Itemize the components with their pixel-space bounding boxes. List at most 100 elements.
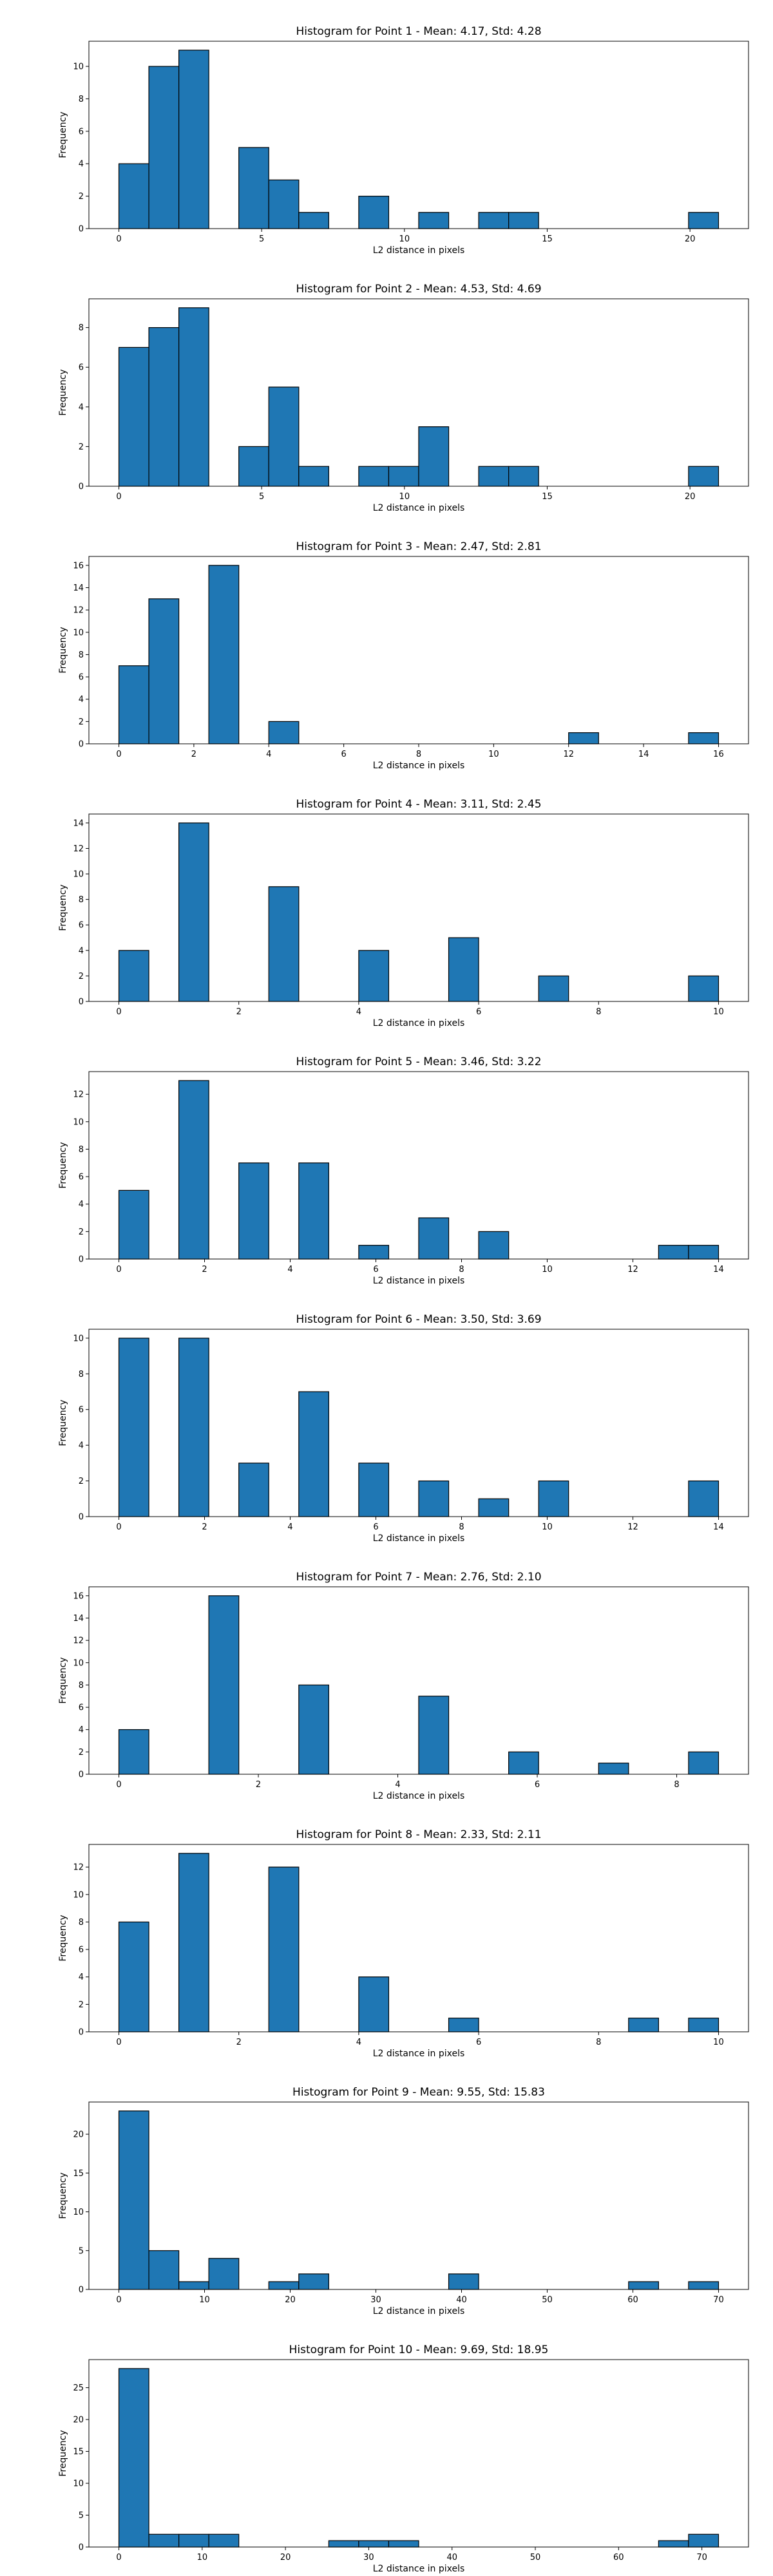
y-tick-label: 6	[79, 673, 84, 683]
x-tick-label: 15	[542, 492, 553, 502]
x-tick-label: 2	[236, 2038, 242, 2047]
x-tick-label: 2	[202, 1522, 207, 1532]
histogram-bar	[268, 886, 300, 1002]
histogram-bar	[688, 2533, 720, 2548]
histogram-chart-9: Histogram for Point 9 - Mean: 9.55, Std:…	[58, 2086, 749, 2316]
x-tick-label: 15	[542, 234, 553, 244]
y-tick-label: 2	[79, 192, 84, 202]
histogram-bar	[178, 2281, 209, 2290]
x-tick-label: 70	[696, 2553, 707, 2562]
x-tick-label: 6	[535, 1780, 540, 1790]
y-tick-label: 0	[79, 1770, 84, 1780]
plot-frame	[88, 2359, 749, 2548]
histogram-bar	[148, 327, 180, 487]
histogram-bar	[448, 2273, 479, 2290]
histogram-bar	[298, 1684, 329, 1775]
histogram-chart-5: Histogram for Point 5 - Mean: 3.46, Std:…	[58, 1056, 749, 1286]
y-tick-label: 2	[79, 2000, 84, 2010]
y-tick-label: 10	[73, 1890, 84, 1900]
y-tick-label: 16	[73, 1591, 84, 1601]
y-tick-label: 10	[73, 2208, 84, 2217]
x-axis-label: L2 distance in pixels	[373, 1533, 465, 1544]
x-tick-label: 2	[202, 1265, 207, 1274]
y-tick-label: 0	[79, 998, 84, 1007]
x-axis-label: L2 distance in pixels	[373, 2306, 465, 2316]
plot-frame	[88, 2101, 749, 2290]
y-tick-label: 4	[79, 1725, 84, 1735]
x-tick-label: 8	[596, 2038, 601, 2047]
x-tick-label: 30	[370, 2295, 381, 2305]
x-axis-label: L2 distance in pixels	[373, 503, 465, 513]
histogram-bar	[178, 822, 209, 1002]
chart-title: Histogram for Point 2 - Mean: 4.53, Std:…	[296, 283, 541, 296]
x-tick-label: 0	[116, 2553, 121, 2562]
x-axis-label: L2 distance in pixels	[373, 2049, 465, 2059]
plot-frame	[88, 1071, 749, 1260]
histogram-bar	[478, 1498, 510, 1517]
x-tick-label: 10	[199, 2295, 210, 2305]
chart-title: Histogram for Point 10 - Mean: 9.69, Std…	[289, 2344, 549, 2356]
histogram-bar	[178, 1338, 209, 1517]
histogram-bar	[118, 163, 149, 229]
y-tick-label: 12	[73, 1863, 84, 1873]
y-tick-label: 10	[73, 2479, 84, 2489]
y-axis-label: Frequency	[58, 2430, 68, 2476]
plot-frame	[88, 41, 749, 229]
histogram-bar	[268, 1866, 300, 2032]
histogram-bar	[298, 466, 329, 487]
x-tick-label: 6	[341, 750, 346, 759]
y-tick-label: 10	[73, 1334, 84, 1343]
x-tick-label: 0	[116, 2038, 121, 2047]
y-tick-label: 6	[79, 921, 84, 931]
plot-frame	[88, 556, 749, 744]
y-axis-label: Frequency	[58, 884, 68, 931]
y-tick-label: 15	[73, 2169, 84, 2179]
histogram-bar	[478, 212, 510, 229]
histogram-bar	[418, 1217, 450, 1260]
y-tick-label: 6	[79, 1946, 84, 1955]
x-tick-label: 10	[713, 2038, 724, 2047]
histogram-chart-2: Histogram for Point 2 - Mean: 4.53, Std:…	[58, 283, 749, 513]
histogram-bar	[118, 1921, 149, 2032]
y-tick-label: 20	[73, 2416, 84, 2425]
histogram-bar	[358, 466, 390, 487]
histogram-bar	[358, 1463, 390, 1517]
histogram-bar	[148, 2533, 180, 2548]
x-axis-label: L2 distance in pixels	[373, 245, 465, 256]
y-tick-label: 4	[79, 1973, 84, 1982]
histogram-bar	[118, 2110, 149, 2290]
y-tick-label: 0	[79, 1255, 84, 1265]
x-tick-label: 50	[542, 2295, 553, 2305]
y-tick-label: 14	[73, 819, 84, 828]
x-tick-label: 60	[613, 2553, 624, 2562]
y-axis-label: Frequency	[58, 1142, 68, 1188]
y-axis-label: Frequency	[58, 627, 68, 673]
y-tick-label: 8	[79, 1370, 84, 1379]
histogram-bar	[508, 1751, 539, 1775]
y-tick-label: 4	[79, 1441, 84, 1451]
x-tick-label: 14	[713, 1265, 724, 1274]
x-tick-label: 0	[116, 1265, 121, 1274]
y-tick-label: 4	[79, 402, 84, 412]
x-tick-label: 10	[399, 234, 410, 244]
x-tick-label: 10	[542, 1522, 553, 1532]
x-tick-label: 12	[563, 750, 574, 759]
x-tick-label: 14	[713, 1522, 724, 1532]
chart-title: Histogram for Point 6 - Mean: 3.50, Std:…	[296, 1313, 541, 1326]
x-tick-label: 16	[713, 750, 724, 759]
y-tick-label: 25	[73, 2383, 84, 2393]
x-tick-label: 70	[713, 2295, 724, 2305]
histogram-bar	[418, 426, 450, 487]
x-axis-label: L2 distance in pixels	[373, 2564, 465, 2574]
x-axis-label: L2 distance in pixels	[373, 1276, 465, 1286]
histogram-bar	[478, 466, 510, 487]
x-axis-label: L2 distance in pixels	[373, 1018, 465, 1028]
histogram-bar	[418, 1480, 450, 1517]
plot-frame	[88, 1844, 749, 2032]
plot-frame	[88, 1586, 749, 1775]
histogram-bar	[508, 466, 539, 487]
histogram-bar	[358, 1976, 390, 2032]
histogram-bar	[688, 1480, 720, 1517]
x-tick-label: 20	[285, 2295, 296, 2305]
y-tick-label: 12	[73, 1090, 84, 1100]
